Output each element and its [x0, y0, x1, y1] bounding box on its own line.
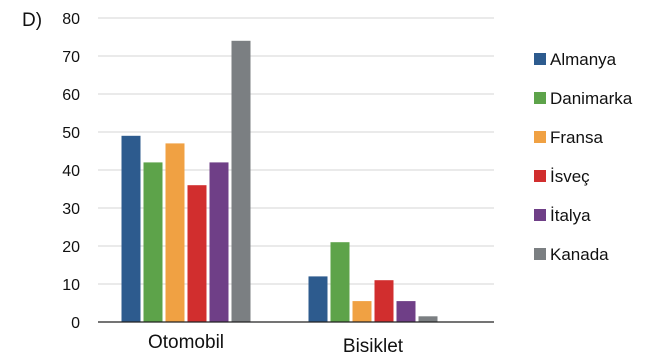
- y-axis-ticks: 0 10 20 30 40 50 60 70 80: [62, 11, 80, 332]
- legend-label-2: Fransa: [550, 128, 603, 147]
- y-tick-label-30: 30: [62, 201, 80, 218]
- bar-0-3: [187, 185, 207, 322]
- bar-1-2: [352, 301, 372, 322]
- legend-label-0: Almanya: [550, 50, 617, 69]
- bar-0-5: [231, 40, 251, 323]
- bar-1-1: [330, 242, 350, 322]
- legend-swatch-5: [534, 248, 546, 260]
- bar-1-0: [308, 276, 328, 322]
- y-tick-label-40: 40: [62, 163, 80, 180]
- bar-0-2: [165, 143, 185, 322]
- category-label-1: Bisiklet: [343, 336, 404, 357]
- bar-1-3: [374, 280, 394, 322]
- y-tick-label-0: 0: [71, 315, 80, 332]
- y-tick-label-20: 20: [62, 239, 80, 256]
- legend-swatch-0: [534, 53, 546, 65]
- legend-swatch-4: [534, 209, 546, 221]
- x-axis-categories: Otomobil Bisiklet: [148, 332, 404, 357]
- legend-swatch-1: [534, 92, 546, 104]
- y-tick-label-50: 50: [62, 125, 80, 142]
- y-tick-label-10: 10: [62, 277, 80, 294]
- bar-1-4: [396, 301, 416, 322]
- bar-1-5: [418, 316, 438, 322]
- y-tick-label-80: 80: [62, 11, 80, 28]
- legend-swatch-2: [534, 131, 546, 143]
- bar-0-0: [121, 135, 141, 322]
- legend: Almanya Danimarka Fransa İsveç İtalya Kanada: [534, 50, 633, 264]
- legend-swatch-3: [534, 170, 546, 182]
- bar-0-1: [143, 162, 163, 322]
- legend-label-3: İsveç: [550, 167, 590, 186]
- bars: [121, 40, 438, 323]
- bar-0-4: [209, 162, 229, 322]
- gridlines: [98, 17, 494, 285]
- option-label: D): [22, 10, 42, 31]
- y-tick-label-60: 60: [62, 87, 80, 104]
- legend-label-5: Kanada: [550, 245, 609, 264]
- legend-label-4: İtalya: [550, 206, 591, 225]
- legend-label-1: Danimarka: [550, 89, 633, 108]
- category-label-0: Otomobil: [148, 332, 224, 353]
- y-tick-label-70: 70: [62, 49, 80, 66]
